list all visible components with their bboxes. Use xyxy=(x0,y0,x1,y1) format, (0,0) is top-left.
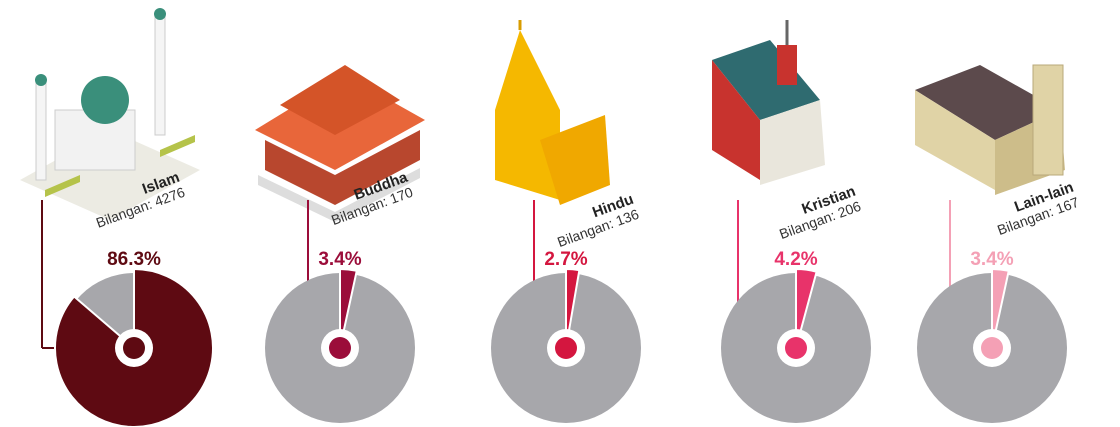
value-label: 3.4% xyxy=(318,249,361,270)
pie-wedge xyxy=(991,267,1010,349)
value-label: 3.4% xyxy=(970,249,1013,270)
value-label: 86.3% xyxy=(107,249,161,270)
pie-wedge xyxy=(795,267,818,349)
value-label: 2.7% xyxy=(544,249,587,270)
pie-dot xyxy=(123,337,145,359)
pie-wedge xyxy=(339,267,358,349)
pie-wedge xyxy=(565,267,581,349)
pie-dot xyxy=(329,337,351,359)
pie-dot xyxy=(555,337,577,359)
building-illustration xyxy=(20,8,1065,222)
pie-dot xyxy=(981,337,1003,359)
pie-dot xyxy=(785,337,807,359)
value-label: 4.2% xyxy=(774,249,817,270)
